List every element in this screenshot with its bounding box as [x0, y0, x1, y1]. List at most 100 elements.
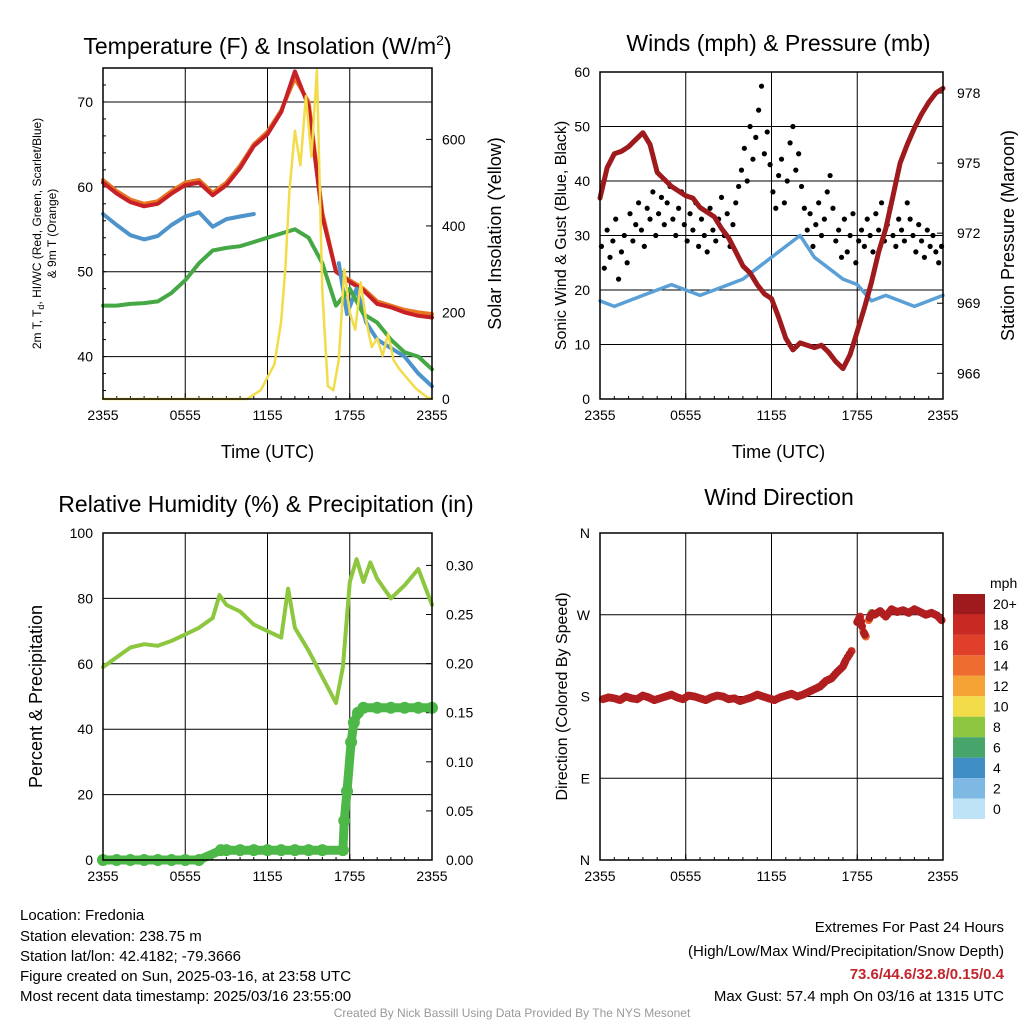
gust-point — [847, 232, 853, 239]
legend-label: 16 — [993, 637, 1009, 653]
gust-point — [664, 200, 670, 206]
gust-point — [798, 183, 805, 190]
gust-point — [827, 172, 833, 179]
gust-point — [698, 216, 705, 222]
gust-point — [635, 200, 642, 206]
legend-label: 6 — [993, 739, 1001, 755]
legend-label: 0 — [993, 801, 1001, 817]
gust-point — [804, 227, 810, 233]
gust-point — [661, 222, 667, 228]
location-text: Location: Fredonia — [20, 907, 145, 924]
gust-point — [818, 232, 825, 239]
gust-point — [730, 222, 736, 228]
gust-point — [830, 205, 836, 211]
legend-swatch — [953, 614, 985, 635]
gust-point — [850, 211, 856, 217]
precipitation-point — [371, 701, 384, 714]
gust-point — [704, 249, 710, 255]
max-gust-text: Max Gust: 57.4 mph On 03/16 at 1315 UTC — [713, 988, 1004, 1005]
x-tick-label: 1755 — [842, 407, 873, 423]
y2-tick-label: 600 — [442, 131, 466, 147]
x-tick-label: 2355 — [927, 868, 958, 884]
gust-point — [767, 162, 773, 168]
x-tick-label: 1755 — [334, 407, 365, 423]
gust-point — [844, 249, 850, 255]
y-tick-label: 60 — [574, 64, 590, 80]
gust-point — [921, 254, 928, 260]
gust-point — [793, 167, 799, 173]
precipitation-point — [345, 736, 358, 749]
gust-point — [601, 265, 607, 271]
gust-point — [604, 227, 610, 233]
y2-tick-label: 972 — [957, 225, 981, 241]
y2-tick-label: 0.00 — [446, 852, 473, 868]
gust-point — [907, 216, 913, 222]
gust-point — [870, 249, 876, 255]
wind-direction-point — [858, 622, 867, 631]
extremes-subtitle: (High/Low/Max Wind/Precipitation/Snow De… — [688, 943, 1004, 960]
legend-swatch — [953, 634, 985, 656]
gust-point — [641, 243, 647, 249]
x-tick-label: 2355 — [416, 868, 447, 884]
legend-label: 10 — [993, 699, 1009, 715]
y-tick-label: 20 — [77, 787, 93, 803]
y-tick-label: 70 — [77, 94, 93, 110]
gust-point — [681, 222, 687, 228]
gust-point — [753, 134, 759, 140]
gust-point — [738, 167, 745, 173]
gust-point — [638, 227, 645, 233]
legend-swatch — [953, 675, 985, 697]
y-tick-label: E — [581, 770, 590, 786]
gust-point — [670, 216, 676, 222]
title-superscript: 2 — [436, 32, 444, 48]
legend-label: 2 — [993, 780, 1001, 796]
x-tick-label: 2355 — [584, 868, 615, 884]
extremes-title: Extremes For Past 24 Hours — [814, 919, 1004, 936]
precipitation-point — [302, 844, 315, 857]
title-part: Temperature (F) & Insolation (W/m — [83, 33, 436, 59]
gust-point — [918, 238, 925, 244]
gust-point — [856, 238, 862, 244]
legend-swatch — [953, 696, 985, 717]
y-tick-label: 20 — [574, 282, 590, 298]
created-text: Figure created on Sun, 2025-03-16, at 23… — [20, 968, 352, 985]
y-label-part: , HI/WC (Red, Green, Scarlet/Blue) — [30, 118, 44, 305]
y-axis-label: Sonic Wind & Gust (Blue, Black) — [553, 121, 570, 350]
gust-point — [756, 107, 762, 113]
y2-tick-label: 0.30 — [446, 557, 473, 573]
gust-point — [647, 216, 653, 222]
y-tick-label: 40 — [77, 721, 93, 737]
x-tick-label: 2355 — [87, 868, 118, 884]
latlon-text: Station lat/lon: 42.4182; -79.3666 — [20, 948, 242, 965]
gust-point — [776, 172, 782, 179]
gust-point — [773, 205, 779, 211]
gust-point — [781, 200, 787, 206]
gust-point — [916, 222, 922, 228]
gust-point — [630, 238, 636, 244]
precipitation-point — [261, 844, 274, 857]
gust-point — [898, 227, 905, 233]
y2-tick-label: 400 — [442, 218, 466, 234]
gust-point — [807, 211, 813, 217]
gust-point — [627, 211, 633, 217]
gust-point — [924, 227, 930, 233]
y-label-subscript: d — [36, 305, 46, 310]
gust-point — [910, 232, 916, 239]
gust-point — [867, 232, 873, 239]
x-axis-label: Time (UTC) — [221, 442, 314, 462]
recent-data-text: Most recent data timestamp: 2025/03/16 2… — [20, 988, 352, 1005]
plot-frame — [599, 71, 944, 400]
x-tick-label: 2355 — [584, 407, 615, 423]
legend-label: 14 — [993, 658, 1009, 674]
gust-point — [724, 211, 730, 217]
gust-point — [936, 260, 942, 266]
gust-point — [736, 183, 742, 190]
gust-point — [764, 129, 770, 135]
gust-point — [930, 232, 936, 239]
y-tick-label: 50 — [574, 119, 590, 135]
gust-point — [790, 123, 796, 130]
y-tick-label: 0 — [582, 391, 590, 407]
y-tick-label: S — [581, 689, 590, 705]
gust-point — [801, 205, 807, 211]
gust-point — [624, 260, 630, 266]
